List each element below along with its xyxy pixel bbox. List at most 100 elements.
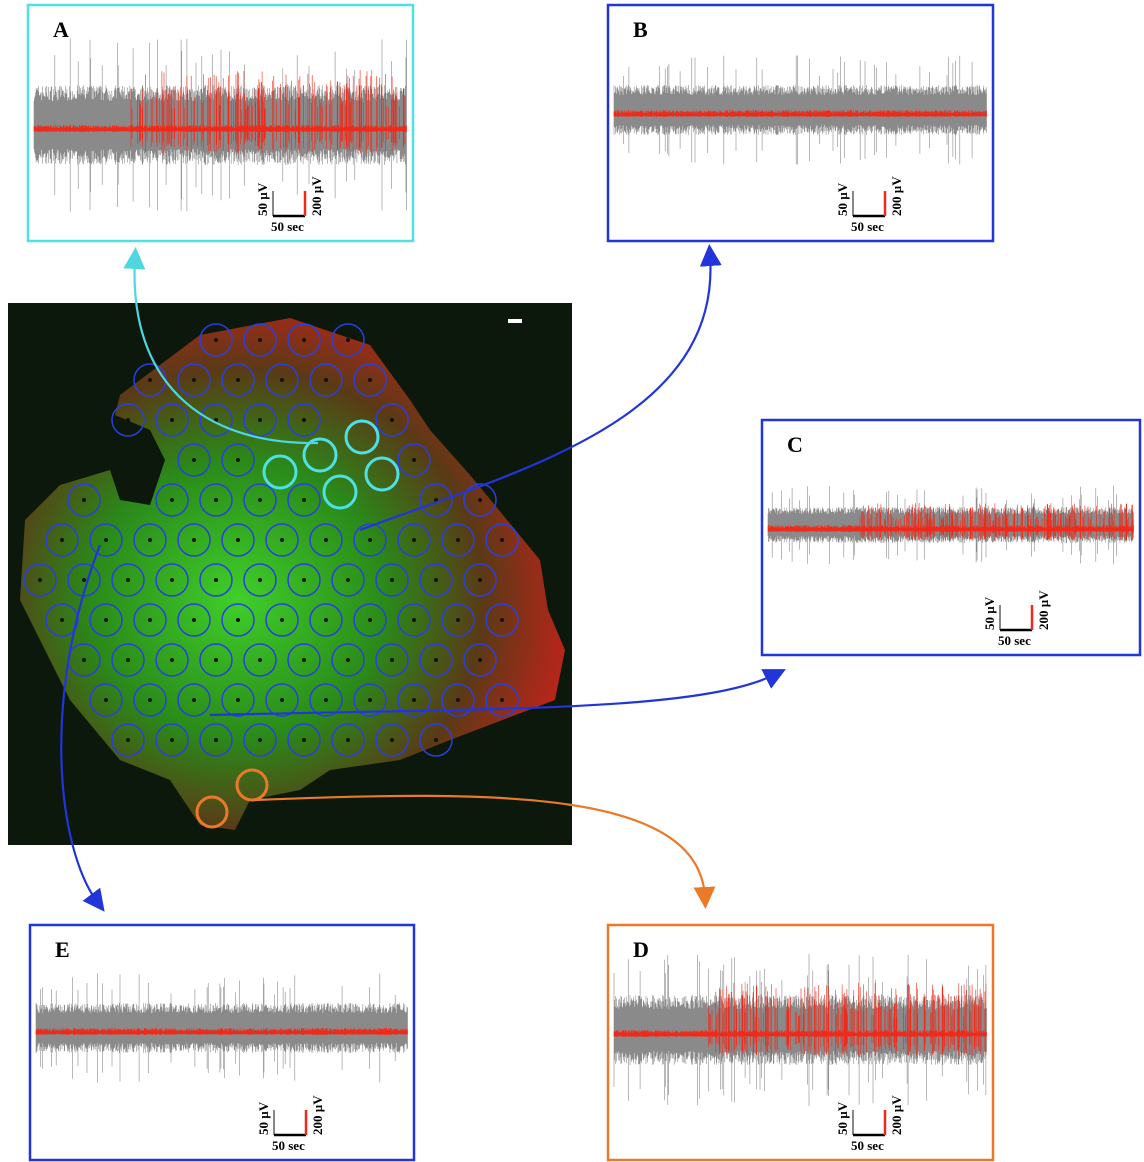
electrode-dot xyxy=(170,658,174,662)
electrode-dot xyxy=(192,618,196,622)
electrode-dot xyxy=(280,378,284,382)
scale-label: 50 µV xyxy=(835,182,850,216)
scale-label: 200 µV xyxy=(1036,590,1051,630)
panel: E 50 µV 200 µV 50 sec xyxy=(30,925,414,1160)
electrode-dot xyxy=(412,698,416,702)
electrode-dot xyxy=(126,578,130,582)
electrode-dot xyxy=(280,538,284,542)
electrode-dot xyxy=(500,538,504,542)
electrode-dot xyxy=(60,538,64,542)
electrode-dot xyxy=(478,498,482,502)
electrode-dot xyxy=(258,578,262,582)
electrode-dot xyxy=(192,378,196,382)
electrode-dot xyxy=(82,498,86,502)
scale-label: 50 sec xyxy=(851,1138,884,1153)
electrode-dot xyxy=(368,698,372,702)
electrode-dot xyxy=(412,538,416,542)
electrode-dot xyxy=(258,658,262,662)
panel-label: D xyxy=(633,937,649,962)
scale-label: 50 sec xyxy=(998,633,1031,648)
electrode-dot xyxy=(214,498,218,502)
electrode-dot xyxy=(434,578,438,582)
electrode-dot xyxy=(324,618,328,622)
electrode-dot xyxy=(214,578,218,582)
electrode-dot xyxy=(236,538,240,542)
electrode-dot xyxy=(280,698,284,702)
electrode-dot xyxy=(170,498,174,502)
electrode-dot xyxy=(258,338,262,342)
panel-label: E xyxy=(55,937,70,962)
electrode-dot xyxy=(148,378,152,382)
electrode-dot xyxy=(434,738,438,742)
electrode-dot xyxy=(412,618,416,622)
electrode-dot xyxy=(236,618,240,622)
scale-label: 200 µV xyxy=(889,1095,904,1135)
electrode-dot xyxy=(346,658,350,662)
scale-mark xyxy=(508,319,522,323)
electrode-dot xyxy=(368,378,372,382)
scale-label: 50 sec xyxy=(272,1138,305,1153)
electrode-dot xyxy=(82,578,86,582)
electrode-dot xyxy=(192,458,196,462)
electrode-dot xyxy=(126,738,130,742)
electrode-dot xyxy=(456,698,460,702)
electrode-dot xyxy=(82,658,86,662)
panel-label: C xyxy=(787,432,803,457)
electrode-dot xyxy=(148,538,152,542)
electrode-dot xyxy=(390,658,394,662)
panel-label: A xyxy=(53,17,69,42)
electrode-dot xyxy=(456,618,460,622)
electrode-dot xyxy=(500,618,504,622)
electrode-dot xyxy=(500,698,504,702)
scale-label: 50 µV xyxy=(835,1101,850,1135)
electrode-dot xyxy=(192,698,196,702)
electrode-dot xyxy=(302,738,306,742)
electrode-dot xyxy=(346,578,350,582)
scale-label: 50 µV xyxy=(255,182,270,216)
scale-label: 200 µV xyxy=(889,176,904,216)
electrode-dot xyxy=(60,618,64,622)
electrode-dot xyxy=(390,418,394,422)
figure: A50 µV200 µV50 secB50 µV200 µV50 secC50 … xyxy=(0,0,1144,1162)
electrode-dot xyxy=(126,658,130,662)
electrode-dot xyxy=(214,338,218,342)
panel: A 50 µV 200 µV 50 sec xyxy=(28,5,413,241)
scale-label: 50 sec xyxy=(271,219,304,234)
electrode-dot xyxy=(478,658,482,662)
electrode-dot xyxy=(324,698,328,702)
electrode-dot xyxy=(412,458,416,462)
electrode-dot xyxy=(214,738,218,742)
electrode-dot xyxy=(170,418,174,422)
electrode-dot xyxy=(104,618,108,622)
electrode-dot xyxy=(346,338,350,342)
electrode-dot xyxy=(258,738,262,742)
electrode-dot xyxy=(478,578,482,582)
scale-label: 200 µV xyxy=(310,1095,325,1135)
electrode-dot xyxy=(324,538,328,542)
electrode-dot xyxy=(302,658,306,662)
electrode-dot xyxy=(236,458,240,462)
electrode-dot xyxy=(170,578,174,582)
electrode-dot xyxy=(390,738,394,742)
electrode-dot xyxy=(258,418,262,422)
scale-label: 50 µV xyxy=(256,1101,271,1135)
electrode-dot xyxy=(346,738,350,742)
electrode-dot xyxy=(148,618,152,622)
electrode-dot xyxy=(258,498,262,502)
electrode-dot xyxy=(456,538,460,542)
electrode-dot xyxy=(280,618,284,622)
electrode-dot xyxy=(324,378,328,382)
electrode-dot xyxy=(236,698,240,702)
electrode-dot xyxy=(302,418,306,422)
electrode-dot xyxy=(302,578,306,582)
scale-label: 200 µV xyxy=(309,176,324,216)
scale-label: 50 µV xyxy=(982,596,997,630)
electrode-dot xyxy=(126,418,130,422)
panel: D 50 µV 200 µV 50 sec xyxy=(608,925,993,1160)
scale-label: 50 sec xyxy=(851,219,884,234)
electrode-dot xyxy=(236,378,240,382)
electrode-dot xyxy=(214,658,218,662)
electrode-dot xyxy=(38,578,42,582)
electrode-dot xyxy=(104,538,108,542)
